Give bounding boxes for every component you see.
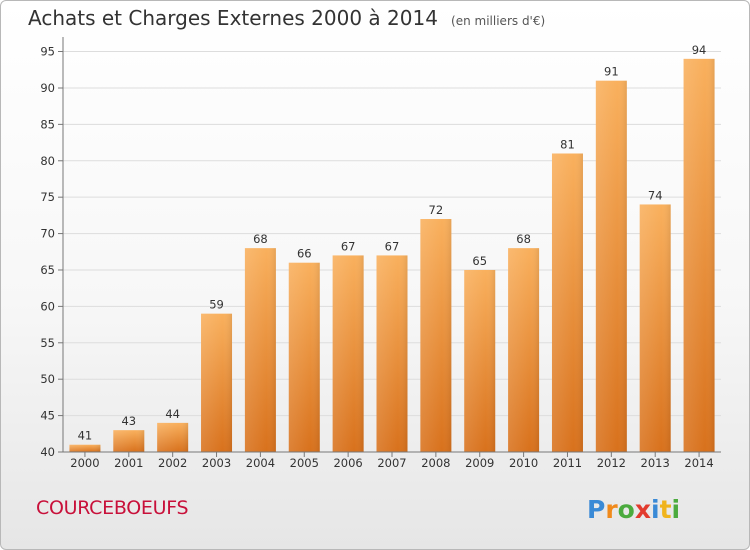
y-tick-label: 60 <box>40 299 55 313</box>
bar-value-label: 68 <box>516 232 531 246</box>
bar-value-label: 59 <box>209 298 224 312</box>
bar-shade <box>376 255 408 452</box>
x-tick-label: 2008 <box>421 456 450 470</box>
x-tick-label: 2001 <box>114 456 143 470</box>
bar-shade <box>288 262 320 452</box>
x-tick-label: 2013 <box>641 456 670 470</box>
y-tick-label: 95 <box>40 45 55 59</box>
bar-value-label: 67 <box>341 239 356 253</box>
bar-shade <box>595 80 627 453</box>
y-tick-label: 45 <box>40 409 55 423</box>
x-tick-label: 2010 <box>509 456 538 470</box>
bar-shade <box>639 204 671 452</box>
y-tick-label: 65 <box>40 263 55 277</box>
bar-shade <box>201 313 233 452</box>
bar-shade <box>113 430 145 452</box>
bar-value-label: 94 <box>692 43 707 57</box>
bar-shade <box>464 269 496 452</box>
bar-value-label: 91 <box>604 65 619 79</box>
x-tick-label: 2002 <box>158 456 187 470</box>
x-tick-label: 2000 <box>70 456 99 470</box>
bar-shade <box>157 422 189 452</box>
x-tick-label: 2012 <box>597 456 626 470</box>
y-tick-label: 70 <box>40 227 55 241</box>
bar-value-label: 43 <box>121 414 136 428</box>
y-tick-label: 75 <box>40 190 55 204</box>
bar-shade <box>508 248 540 452</box>
chart-title: Achats et Charges Externes 2000 à 2014 <box>28 6 438 30</box>
bar-shade <box>69 444 101 452</box>
svg-text:Proxiti: Proxiti <box>587 495 680 524</box>
x-tick-label: 2009 <box>465 456 494 470</box>
y-tick-label: 85 <box>40 117 55 131</box>
proxiti-logo: Proxiti <box>587 495 680 524</box>
y-tick-label: 40 <box>40 445 55 459</box>
bar-shade <box>244 248 276 452</box>
y-tick-label: 90 <box>40 81 55 95</box>
chart-subtitle: (en milliers d'€) <box>451 14 546 28</box>
bar-shade <box>332 255 364 452</box>
place-name: COURCEBOEUFS <box>36 497 189 519</box>
bar-shade <box>551 153 583 453</box>
bar-value-label: 81 <box>560 137 575 151</box>
bar-value-label: 72 <box>429 203 444 217</box>
bar-shade <box>683 58 715 453</box>
bar-value-label: 65 <box>472 254 487 268</box>
x-tick-label: 2007 <box>377 456 406 470</box>
x-tick-label: 2011 <box>553 456 582 470</box>
bar-value-label: 74 <box>648 188 663 202</box>
y-tick-label: 50 <box>40 372 55 386</box>
x-tick-label: 2014 <box>684 456 713 470</box>
y-tick-label: 55 <box>40 336 55 350</box>
chart-title-row: Achats et Charges Externes 2000 à 2014 (… <box>28 6 545 30</box>
bar-value-label: 68 <box>253 232 268 246</box>
x-tick-label: 2006 <box>333 456 362 470</box>
x-tick-label: 2004 <box>246 456 275 470</box>
x-tick-label: 2003 <box>202 456 231 470</box>
bar-value-label: 44 <box>165 407 180 421</box>
bar-value-label: 66 <box>297 247 312 261</box>
y-tick-label: 80 <box>40 154 55 168</box>
bar-value-label: 41 <box>78 429 93 443</box>
bar-value-label: 67 <box>385 239 400 253</box>
x-tick-label: 2005 <box>290 456 319 470</box>
bar-shade <box>420 219 452 452</box>
